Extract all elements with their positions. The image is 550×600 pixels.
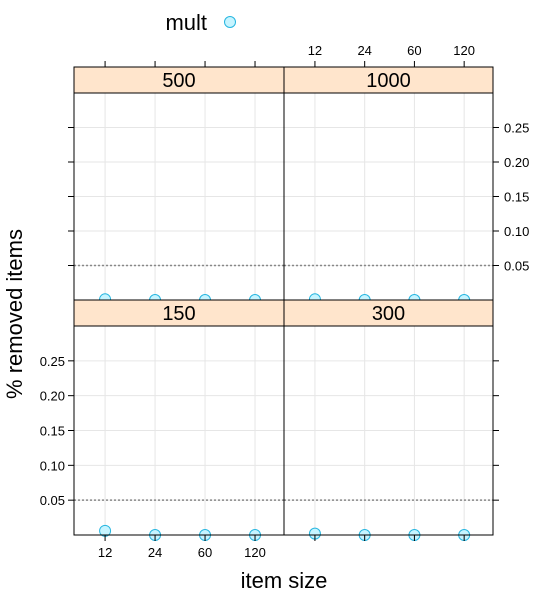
x-axis-title: item size xyxy=(241,568,328,593)
x-tick-label-bottom-60: 60 xyxy=(198,545,212,560)
legend-marker-mult xyxy=(224,16,236,28)
panel-1000: 1000 xyxy=(283,66,494,306)
x-tick-label-top-60: 60 xyxy=(407,43,421,58)
strip-300 xyxy=(283,299,494,327)
strip-label-1000: 1000 xyxy=(366,70,411,92)
y-tick-label-left-0.15: 0.15 xyxy=(40,424,65,439)
strip-label-300: 300 xyxy=(372,303,405,325)
y-axis-title: % removed items xyxy=(2,229,27,399)
legend: mult xyxy=(165,10,236,35)
y-tick-label-left-0.25: 0.25 xyxy=(40,354,65,369)
axes: 12 24 60 120 12 24 60 120 0.05 0.10 0.15 0.20 0.25 0.… xyxy=(40,43,530,560)
y-tick-label-right-0.20: 0.20 xyxy=(504,155,529,170)
panels: 500 1000 150 300 xyxy=(73,66,494,541)
x-tick-label-bottom-12: 12 xyxy=(98,545,112,560)
y-tick-label-left-0.10: 0.10 xyxy=(40,458,65,473)
strip-500 xyxy=(73,66,285,94)
x-tick-label-bottom-24: 24 xyxy=(148,545,162,560)
y-tick-label-right-0.10: 0.10 xyxy=(504,224,529,239)
panel-300: 300 xyxy=(283,299,494,541)
panel-150: 150 xyxy=(73,299,285,541)
x-tick-label-bottom-120: 120 xyxy=(244,545,266,560)
strip-label-150: 150 xyxy=(162,303,195,325)
panel-500: 500 xyxy=(73,66,285,306)
strip-1000 xyxy=(283,66,494,94)
x-tick-label-top-120: 120 xyxy=(453,43,475,58)
y-tick-label-right-0.05: 0.05 xyxy=(504,259,529,274)
x-tick-label-top-24: 24 xyxy=(357,43,371,58)
y-tick-label-left-0.05: 0.05 xyxy=(40,493,65,508)
x-tick-label-top-12: 12 xyxy=(308,43,322,58)
y-tick-label-right-0.15: 0.15 xyxy=(504,190,529,205)
strip-label-500: 500 xyxy=(162,70,195,92)
legend-label-mult: mult xyxy=(165,10,207,35)
y-tick-label-right-0.25: 0.25 xyxy=(504,121,529,136)
y-tick-label-left-0.20: 0.20 xyxy=(40,389,65,404)
